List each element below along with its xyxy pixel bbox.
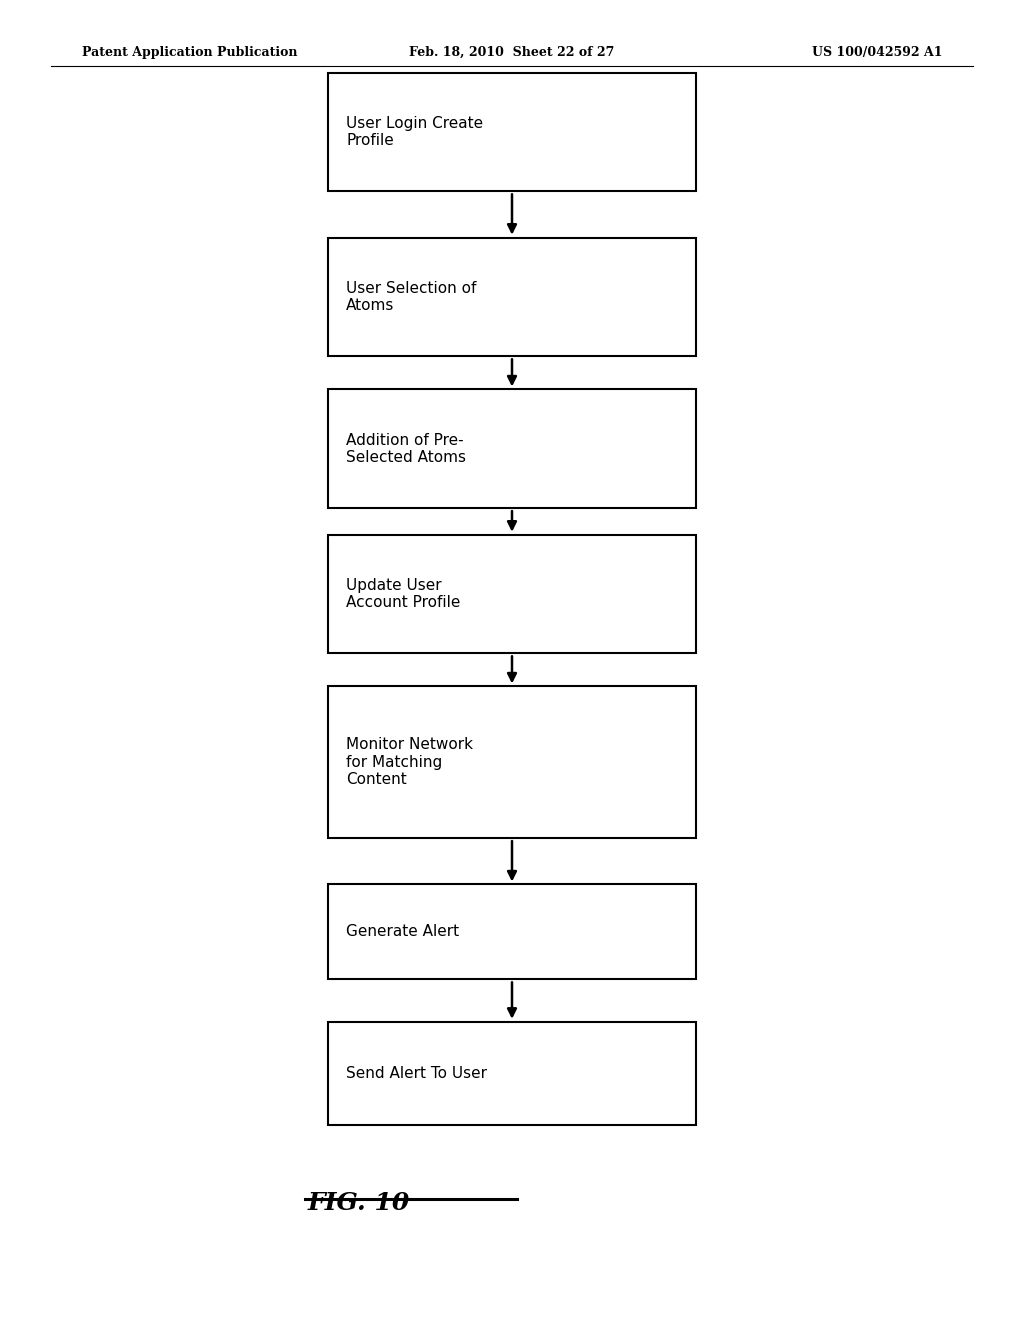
Text: Generate Alert: Generate Alert bbox=[346, 924, 459, 940]
FancyBboxPatch shape bbox=[328, 1022, 696, 1125]
FancyBboxPatch shape bbox=[328, 73, 696, 191]
FancyBboxPatch shape bbox=[328, 535, 696, 653]
Text: Feb. 18, 2010  Sheet 22 of 27: Feb. 18, 2010 Sheet 22 of 27 bbox=[410, 46, 614, 59]
FancyBboxPatch shape bbox=[328, 884, 696, 979]
Text: Patent Application Publication: Patent Application Publication bbox=[82, 46, 297, 59]
Text: FIG. 10: FIG. 10 bbox=[307, 1191, 410, 1214]
Text: Update User
Account Profile: Update User Account Profile bbox=[346, 578, 461, 610]
FancyBboxPatch shape bbox=[328, 389, 696, 508]
Text: US 100/042592 A1: US 100/042592 A1 bbox=[812, 46, 942, 59]
Text: Monitor Network
for Matching
Content: Monitor Network for Matching Content bbox=[346, 738, 473, 787]
Text: Send Alert To User: Send Alert To User bbox=[346, 1065, 487, 1081]
Text: User Login Create
Profile: User Login Create Profile bbox=[346, 116, 483, 148]
FancyBboxPatch shape bbox=[328, 238, 696, 356]
Text: Addition of Pre-
Selected Atoms: Addition of Pre- Selected Atoms bbox=[346, 433, 466, 465]
FancyBboxPatch shape bbox=[328, 686, 696, 838]
Text: User Selection of
Atoms: User Selection of Atoms bbox=[346, 281, 476, 313]
